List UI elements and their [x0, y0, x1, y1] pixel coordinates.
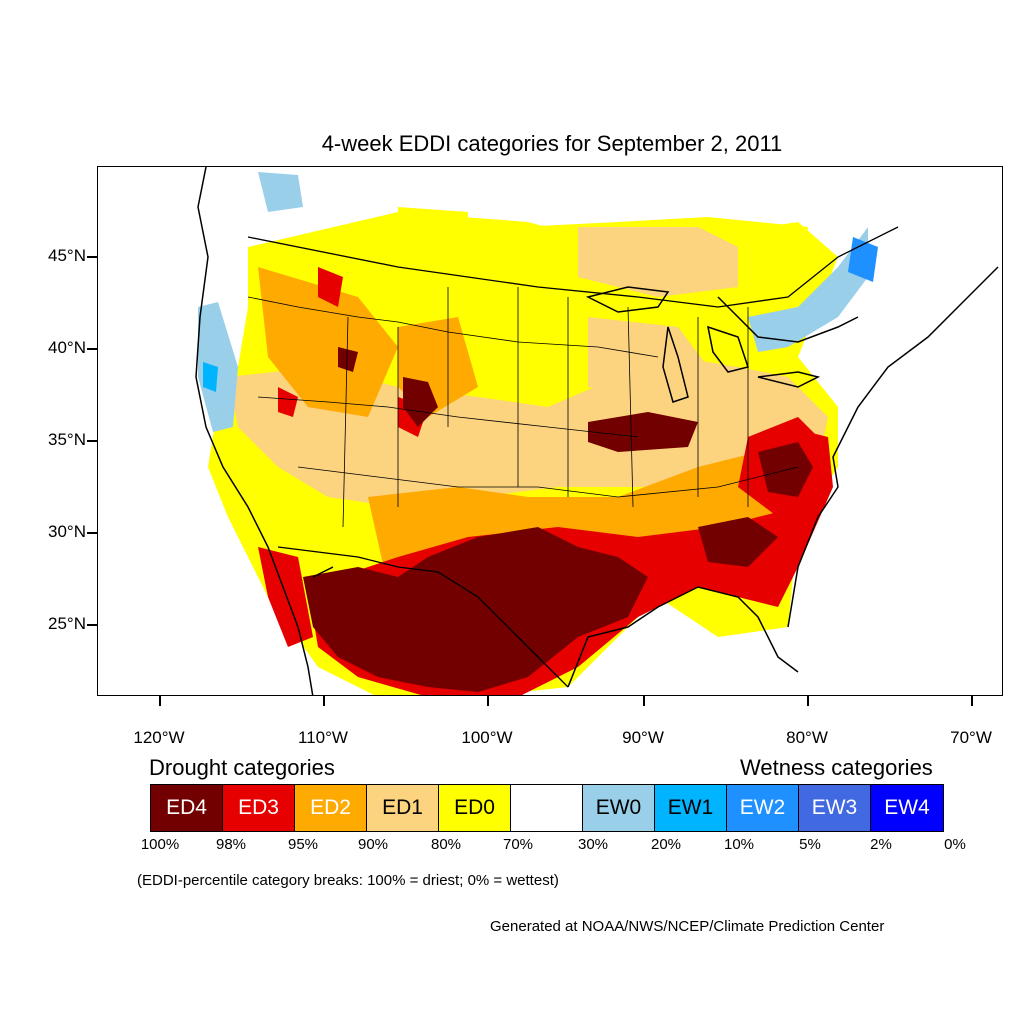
legend-ed1: ED1: [367, 785, 439, 831]
percentile-break: 98%: [215, 836, 247, 853]
legend-ed4: ED4: [151, 785, 223, 831]
region-ed3-southwest: [258, 547, 313, 647]
drought-map: [195, 167, 999, 695]
lat-label: 25°N: [48, 614, 86, 633]
lon-label: 70°W: [950, 728, 992, 747]
percentile-break: 70%: [502, 836, 534, 853]
percentile-break: 80%: [430, 836, 462, 853]
lon-tick: [323, 696, 325, 706]
region-ed2: [258, 267, 398, 417]
legend-neutral: [511, 785, 583, 831]
lon-tick: [159, 696, 161, 706]
lon-label: 100°W: [461, 728, 513, 747]
region-ew0-north: [258, 172, 303, 212]
lat-tick: [87, 256, 97, 258]
legend-ew2: EW2: [727, 785, 799, 831]
lon-tick: [643, 696, 645, 706]
lon-label: 80°W: [786, 728, 828, 747]
percentile-break: 100%: [140, 836, 180, 853]
credit-text: Generated at NOAA/NWS/NCEP/Climate Predi…: [490, 918, 885, 935]
region-ed4-southeast: [698, 517, 778, 567]
country-border: [247, 226, 899, 688]
region-ed4: [303, 527, 648, 692]
state-borders: [247, 287, 799, 528]
region-ed4-carolinas: [758, 442, 813, 497]
map-title: 4-week EDDI categories for September 2, …: [321, 131, 783, 156]
lat-label: 40°N: [48, 338, 86, 357]
percentile-break: 20%: [650, 836, 682, 853]
category-legend: ED4 ED3 ED2 ED1 ED0 EW0 EW1 EW2 EW3 EW4: [150, 784, 944, 832]
lat-label: 35°N: [48, 430, 86, 449]
legend-ew4: EW4: [871, 785, 943, 831]
legend-ed2: ED2: [295, 785, 367, 831]
lat-label: 45°N: [48, 246, 86, 265]
drought-categories-label: Drought categories: [149, 755, 335, 780]
lon-tick: [807, 696, 809, 706]
lon-tick: [487, 696, 489, 706]
percentile-break: 30%: [577, 836, 609, 853]
legend-ew1: EW1: [655, 785, 727, 831]
legend-ed0: ED0: [439, 785, 511, 831]
lon-tick: [971, 696, 973, 706]
map-plot-area: [97, 166, 1003, 696]
lon-label: 90°W: [622, 728, 664, 747]
legend-ew0: EW0: [583, 785, 655, 831]
region-ed1-midwest: [588, 317, 708, 397]
percentile-break: 5%: [799, 836, 821, 853]
region-ew1-west: [203, 362, 218, 392]
percentile-break: 2%: [870, 836, 892, 853]
legend-ed3: ED3: [223, 785, 295, 831]
percentile-break: 90%: [357, 836, 389, 853]
region-ed1-north: [578, 227, 738, 297]
percentile-break: 0%: [944, 836, 966, 853]
region-ed4-rockies: [338, 347, 438, 427]
lat-tick: [87, 532, 97, 534]
region-ed4-midwest: [588, 412, 698, 452]
lon-label: 110°W: [298, 728, 348, 747]
lat-tick: [87, 440, 97, 442]
region-ew0-northeast: [748, 227, 868, 352]
percentile-break: 95%: [287, 836, 319, 853]
lon-label: 120°W: [133, 728, 185, 747]
great-lakes: [585, 286, 821, 403]
coastline: [195, 167, 999, 695]
region-ed1: [228, 357, 828, 507]
wetness-categories-label: Wetness categories: [740, 755, 933, 780]
lat-label: 30°N: [48, 522, 86, 541]
legend-ew3: EW3: [799, 785, 871, 831]
lat-tick: [87, 624, 97, 626]
category-note: (EDDI-percentile category breaks: 100% =…: [137, 872, 559, 889]
percentile-break: 10%: [723, 836, 755, 853]
lat-tick: [87, 348, 97, 350]
